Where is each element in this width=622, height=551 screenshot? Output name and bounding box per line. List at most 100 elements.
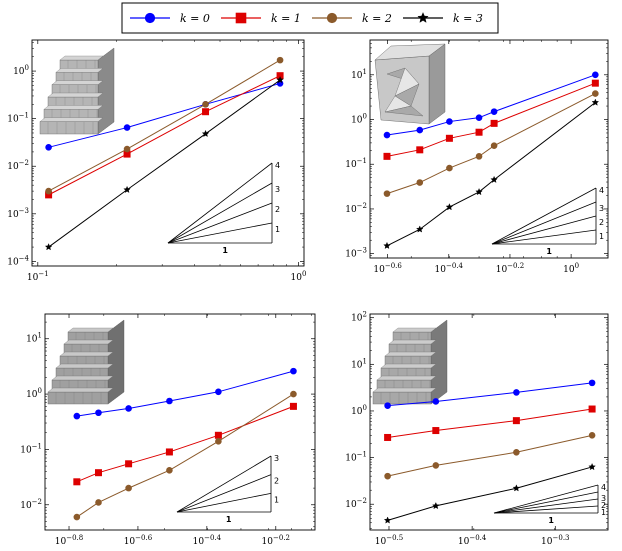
data-point — [445, 203, 454, 211]
x-tick-label: 10−0.3 — [541, 534, 569, 547]
y-tick-label: 10−2 — [345, 202, 367, 215]
data-point — [513, 389, 520, 396]
slope-line — [167, 202, 273, 244]
data-point — [73, 478, 81, 486]
data-point — [95, 409, 102, 417]
data-point — [512, 417, 520, 425]
slope-label: 2 — [275, 205, 280, 214]
mesh-step-top — [59, 55, 104, 61]
series-line — [48, 59, 281, 192]
data-point — [45, 144, 52, 151]
mesh-step-top — [39, 117, 104, 122]
x-tick-label: 10−0.8 — [55, 534, 83, 547]
data-point — [125, 405, 132, 412]
y-tick-label: 10−1 — [7, 112, 29, 125]
series-line — [386, 102, 596, 247]
y-tick-label: 10−2 — [345, 497, 367, 510]
data-point — [432, 427, 440, 435]
y-tick-label: 100 — [351, 113, 367, 126]
slope-label: 3 — [275, 185, 280, 194]
mesh-step-top — [47, 92, 104, 98]
x-tick-label: 10−0.5 — [375, 534, 403, 547]
series-k2 — [383, 90, 599, 197]
x-tick-label: 10−0.4 — [193, 534, 222, 547]
slope-triangle: 3 2 1 1 — [176, 454, 279, 524]
mesh-inset-image — [372, 319, 448, 405]
legend-marker — [144, 12, 156, 24]
slope-triangle: 4 3 2 1 1 — [167, 161, 280, 255]
data-point — [202, 101, 209, 108]
data-point — [123, 185, 131, 193]
data-point — [73, 513, 81, 521]
y-tick-label: 100 — [351, 404, 367, 417]
legend-label: k = 0 — [180, 12, 210, 25]
data-point — [166, 397, 173, 405]
data-point — [432, 398, 440, 405]
y-tick-label: 10−1 — [345, 451, 367, 464]
mesh-step-top — [55, 363, 114, 369]
legend-entry: k = 1 — [221, 12, 301, 25]
data-point — [383, 190, 391, 197]
data-point — [215, 388, 222, 396]
data-point — [94, 469, 102, 477]
x-tick-label: 10−1 — [27, 270, 49, 283]
data-point — [202, 108, 210, 116]
x-tick-label: 10−0.6 — [124, 534, 153, 547]
slope-label: 1 — [599, 232, 604, 241]
series-line — [76, 393, 294, 518]
slope-base-label: 1 — [222, 246, 228, 255]
slope-line — [491, 215, 597, 245]
slope-line — [167, 162, 273, 244]
data-point — [201, 129, 210, 137]
data-point — [125, 460, 133, 468]
data-point — [290, 390, 297, 398]
data-point — [432, 462, 440, 469]
data-point — [445, 134, 453, 142]
y-tick-label: 10−3 — [345, 247, 367, 260]
series-k0 — [383, 71, 599, 139]
slope-line — [493, 498, 599, 514]
y-tick-label: 10−3 — [7, 207, 29, 220]
slope-label: 3 — [274, 454, 279, 463]
data-point — [289, 402, 297, 410]
x-tick-label: 10−0.2 — [262, 534, 290, 547]
data-point — [591, 79, 599, 87]
data-point — [475, 114, 483, 121]
y-tick-label: 101 — [351, 357, 367, 370]
chart-panel-1: 10−1 100 10−4 10−3 10−2 10−1 100 4 3 2 1 1 — [7, 39, 306, 283]
series-k3 — [383, 98, 600, 249]
series-line — [386, 74, 596, 136]
series-line — [387, 408, 593, 438]
data-point — [384, 472, 391, 480]
slope-label: 4 — [601, 483, 606, 492]
series-k1 — [384, 405, 596, 441]
slope-base-label: 1 — [548, 516, 554, 525]
data-point — [384, 433, 392, 441]
data-point — [490, 175, 498, 183]
series-k0 — [384, 379, 596, 409]
mesh-step — [39, 121, 99, 135]
slope-line — [493, 484, 599, 514]
data-point — [432, 501, 440, 510]
series-line — [386, 93, 596, 195]
mesh-face-right — [428, 43, 446, 125]
data-point — [475, 188, 483, 196]
data-point — [383, 516, 392, 524]
y-tick-label: 101 — [26, 332, 42, 345]
legend-label: k = 1 — [271, 12, 301, 25]
slope-line — [167, 222, 273, 244]
y-tick-label: 101 — [351, 68, 367, 81]
mesh-inset-image — [47, 319, 125, 405]
slope-line — [493, 491, 599, 514]
chart-panel-3: 10−0.8 10−0.6 10−0.4 10−0.2 10−2 10−1 100 101 3 2… — [20, 313, 316, 547]
series-line — [387, 434, 593, 477]
data-point — [215, 438, 222, 445]
series-k0 — [73, 367, 297, 420]
data-point — [416, 225, 424, 233]
data-point — [592, 90, 599, 97]
data-point — [591, 98, 600, 106]
mesh-inset-image — [374, 43, 446, 125]
data-point — [383, 152, 391, 160]
mesh-step-top — [59, 351, 114, 357]
